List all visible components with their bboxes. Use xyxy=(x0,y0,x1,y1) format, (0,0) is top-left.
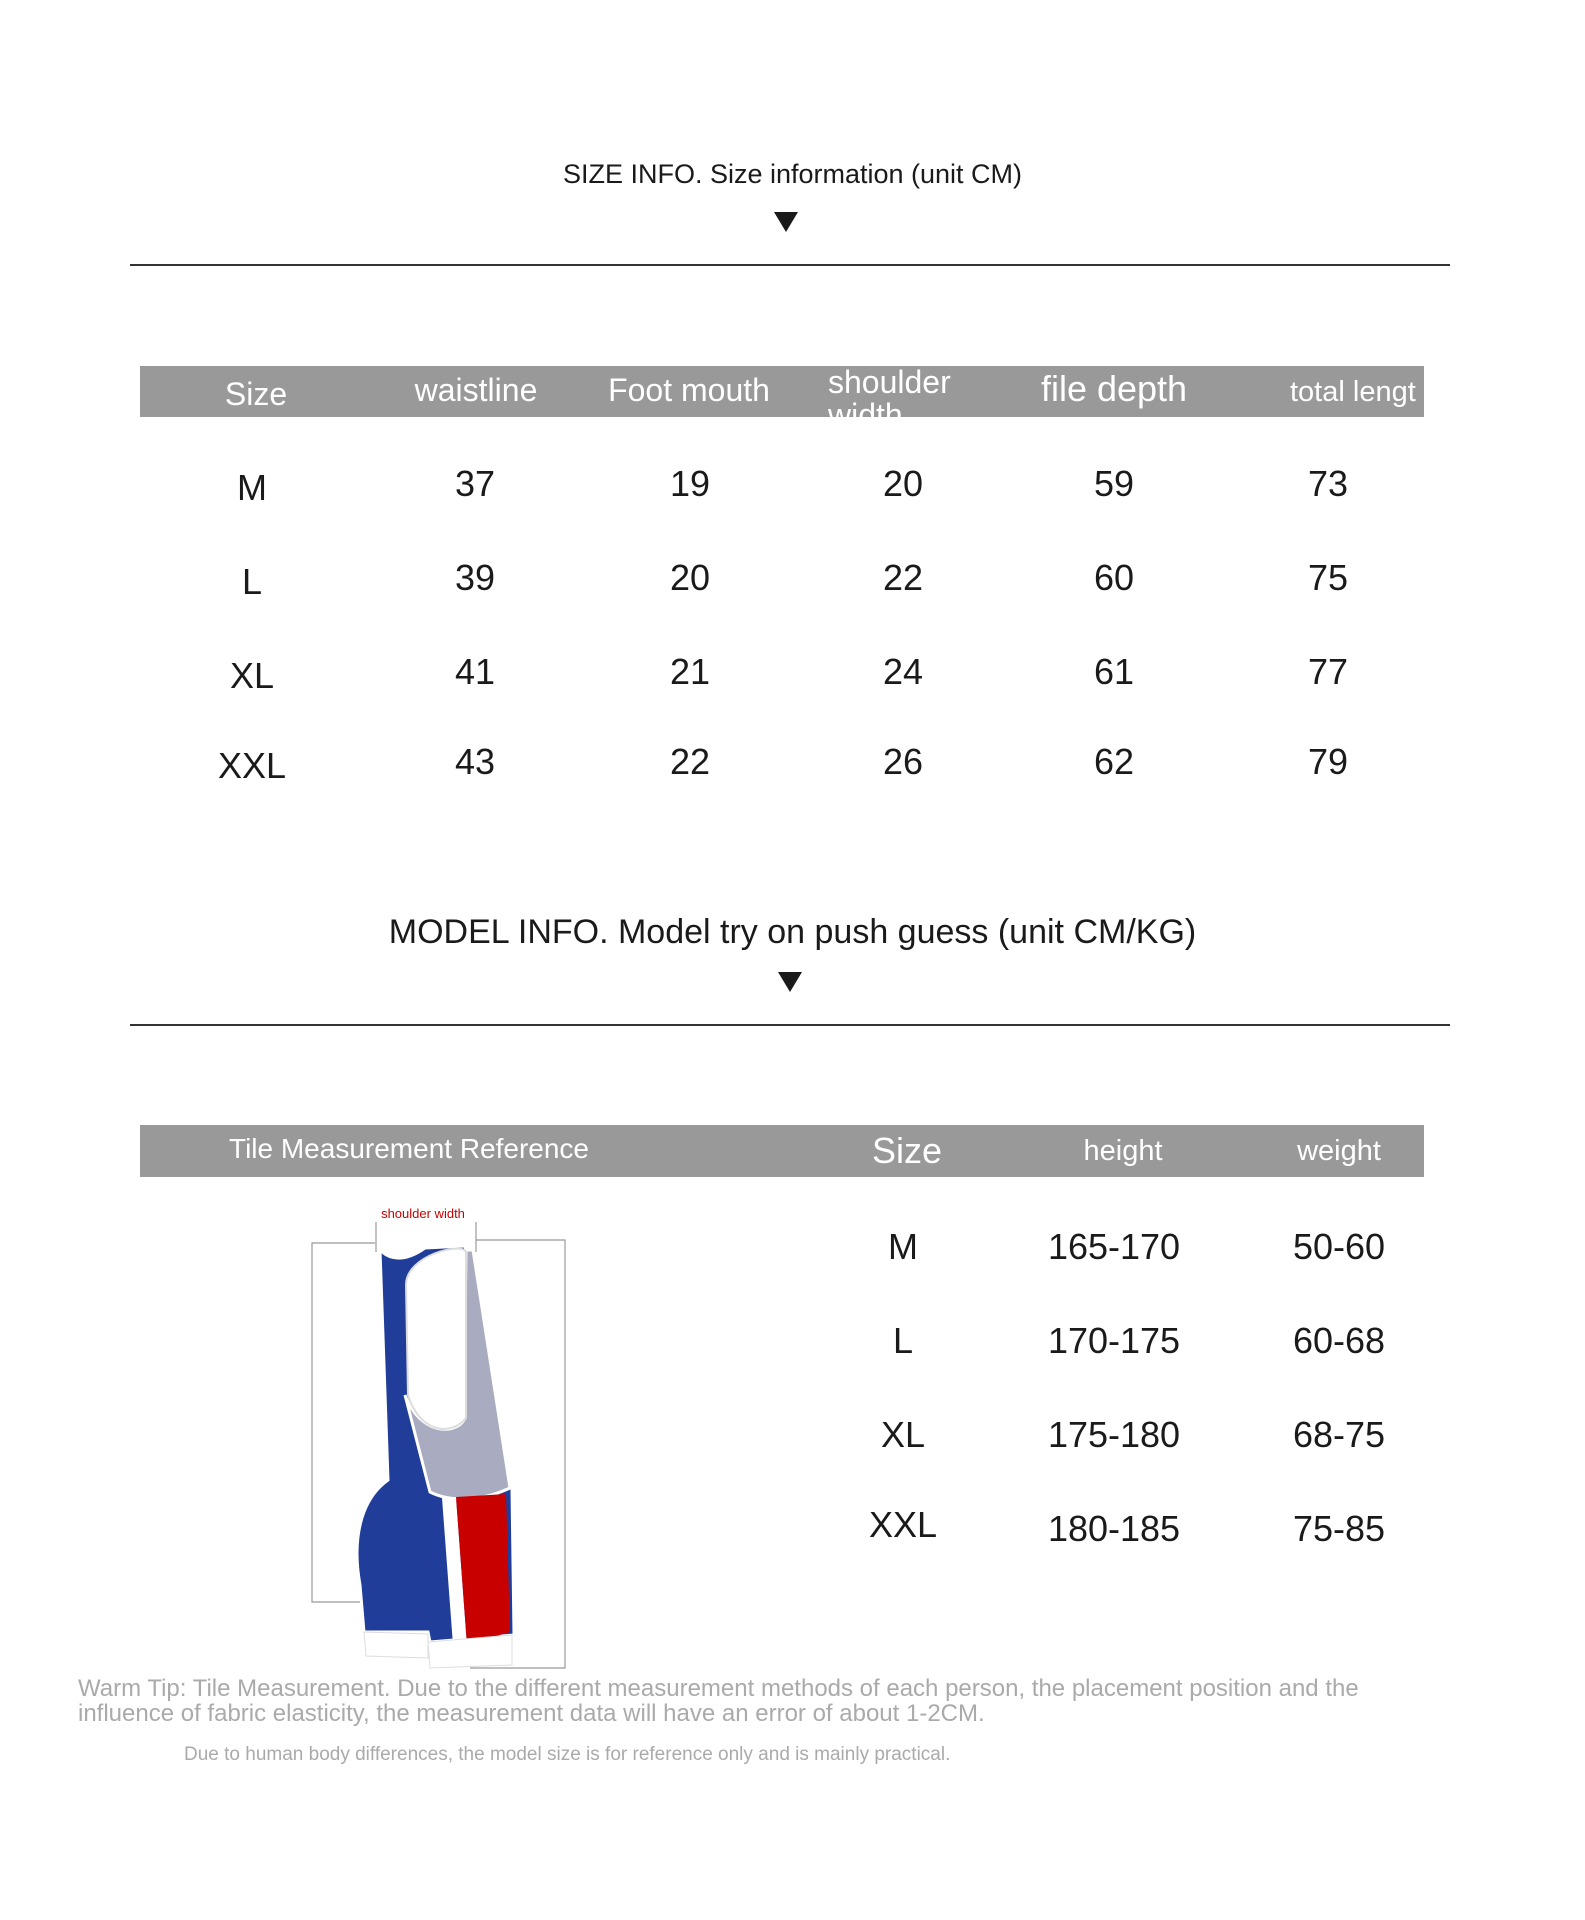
cell-weight: 50-60 xyxy=(1292,1226,1386,1267)
cell-foot-mouth: 22 xyxy=(669,741,711,782)
header-size: Size xyxy=(871,1130,943,1171)
header-shoulder-width: shoulder width xyxy=(828,366,951,417)
cell-size: XXL xyxy=(217,745,287,786)
cell-shoulder-width: 22 xyxy=(882,557,924,598)
cell-height: 180-185 xyxy=(1047,1508,1181,1549)
warm-tip-line-2: influence of fabric elasticity, the meas… xyxy=(78,1700,985,1727)
cell-weight: 75-85 xyxy=(1292,1508,1386,1549)
header-height: height xyxy=(1083,1135,1163,1167)
divider xyxy=(130,264,1450,266)
cell-size: L xyxy=(892,1320,914,1361)
header-waistline: waistline xyxy=(414,372,538,408)
cell-total-length: 77 xyxy=(1307,651,1349,692)
model-info-title: MODEL INFO. Model try on push guess (uni… xyxy=(388,913,1197,951)
warm-tip: Warm Tip: Tile Measurement. Due to the d… xyxy=(78,1676,1359,1726)
shoulder-width-label: shoulder width xyxy=(381,1206,465,1221)
cell-waistline: 43 xyxy=(454,741,496,782)
header-file-depth: file depth xyxy=(1040,368,1188,409)
header-tile-measurement-reference: Tile Measurement Reference xyxy=(229,1133,590,1164)
model-size-note: Due to human body differences, the model… xyxy=(184,1744,951,1765)
cell-weight: 60-68 xyxy=(1292,1320,1386,1361)
header-total-length: total lengt xyxy=(1290,376,1416,408)
cell-size: XL xyxy=(229,655,275,696)
cell-foot-mouth: 19 xyxy=(669,463,711,504)
cell-size: M xyxy=(237,467,267,508)
cell-file-depth: 62 xyxy=(1093,741,1135,782)
cell-foot-mouth: 21 xyxy=(669,651,711,692)
header-weight: weight xyxy=(1297,1135,1381,1167)
cell-shoulder-width: 24 xyxy=(882,651,924,692)
cell-file-depth: 60 xyxy=(1093,557,1135,598)
armhole-cutout xyxy=(404,1247,467,1430)
cell-total-length: 73 xyxy=(1307,463,1349,504)
model-table-header: Tile Measurement Reference Size height w… xyxy=(140,1125,1424,1177)
cell-shoulder-width: 26 xyxy=(882,741,924,782)
cell-size: L xyxy=(241,561,263,602)
header-foot-mouth: Foot mouth xyxy=(608,372,770,408)
size-info-title: SIZE INFO. Size information (unit CM) xyxy=(562,159,1023,189)
cell-shoulder-width: 20 xyxy=(882,463,924,504)
cell-weight: 68-75 xyxy=(1292,1414,1386,1455)
right-cuff xyxy=(427,1634,513,1669)
cell-file-depth: 61 xyxy=(1093,651,1135,692)
down-triangle-icon xyxy=(778,972,802,992)
down-triangle-icon xyxy=(774,212,798,232)
cell-total-length: 75 xyxy=(1307,557,1349,598)
red-stripe xyxy=(456,1494,510,1645)
bib-shorts-diagram: shoulder width xyxy=(311,1206,566,1669)
cell-waistline: 41 xyxy=(454,651,496,692)
cell-waistline: 37 xyxy=(454,463,496,504)
cell-total-length: 79 xyxy=(1307,741,1349,782)
cell-size: XXL xyxy=(868,1504,938,1545)
cell-size: M xyxy=(888,1226,918,1267)
size-table-header: Size waistline Foot mouth shoulder width… xyxy=(140,366,1424,417)
warm-tip-line-1: Warm Tip: Tile Measurement. Due to the d… xyxy=(78,1675,1359,1702)
left-cuff xyxy=(363,1631,429,1659)
cell-height: 175-180 xyxy=(1047,1414,1181,1455)
white-stripe xyxy=(442,1497,467,1645)
cell-foot-mouth: 20 xyxy=(669,557,711,598)
cell-height: 165-170 xyxy=(1047,1226,1181,1267)
measurement-guides xyxy=(311,1222,566,1669)
cell-waistline: 39 xyxy=(454,557,496,598)
cell-height: 170-175 xyxy=(1047,1320,1181,1361)
divider xyxy=(130,1024,1450,1026)
header-size: Size xyxy=(224,376,288,412)
cell-size: XL xyxy=(880,1414,926,1455)
cell-file-depth: 59 xyxy=(1093,463,1135,504)
